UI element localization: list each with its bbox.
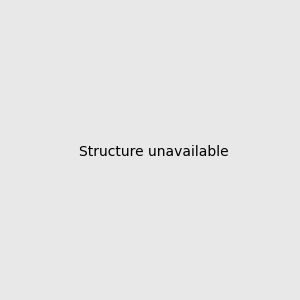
Text: Structure unavailable: Structure unavailable bbox=[79, 145, 229, 158]
